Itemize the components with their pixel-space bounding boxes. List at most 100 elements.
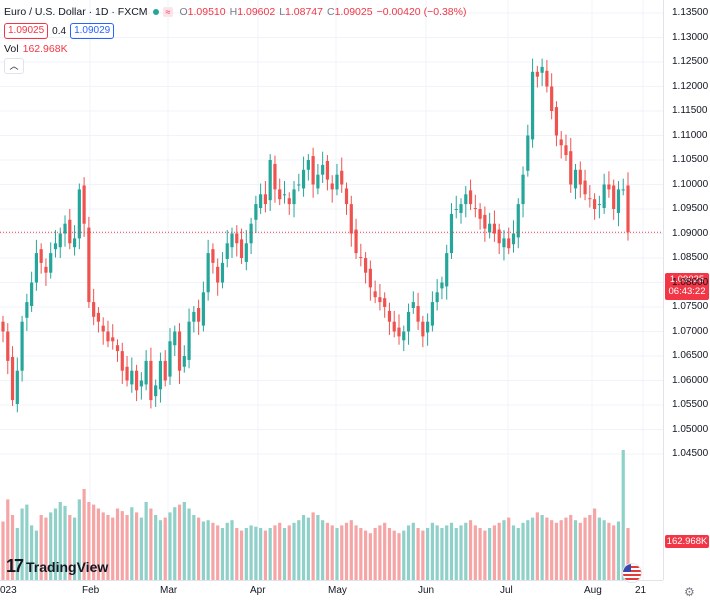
bar-countdown: 06:43:22 [668, 286, 706, 297]
tv-mark-icon: 17 [6, 556, 24, 576]
volume-bar [378, 525, 382, 580]
volume-bar [454, 528, 458, 580]
candlestick-chart[interactable] [0, 0, 663, 580]
volume-bar [177, 504, 182, 580]
volume-bar [602, 520, 606, 580]
price-tick-label: 1.09000 [672, 227, 709, 239]
candle-body [421, 321, 425, 337]
open-value: 1.09510 [187, 6, 226, 18]
volume-bar [593, 508, 597, 580]
candle-body [502, 238, 506, 248]
volume-bar [139, 517, 143, 580]
candle-body [273, 163, 277, 190]
candle-body [278, 189, 282, 200]
flag-stripes [623, 564, 641, 582]
close-label: C [327, 6, 335, 18]
logo-text: TradingView [26, 558, 109, 575]
volume-bar [497, 522, 501, 580]
candle-body [354, 229, 358, 254]
volume-bar [306, 517, 310, 580]
candle-body [187, 321, 191, 360]
volume-bar [340, 525, 344, 580]
candle-body [526, 135, 530, 171]
volume-bar [68, 515, 72, 580]
tradingview-logo[interactable]: 17 TradingView [6, 556, 108, 577]
time-tick-label: Feb [82, 585, 100, 596]
candle-body [616, 189, 621, 213]
volume-bar [25, 504, 29, 580]
volume-bar [15, 528, 19, 580]
volume-bar [559, 520, 563, 580]
candle-body [478, 209, 482, 219]
volume-bar [34, 530, 38, 580]
volume-bar [197, 517, 201, 580]
time-tick-label: May [328, 585, 347, 596]
time-axis[interactable]: 023 Feb Mar Apr May Jun Jul Aug 21 [0, 580, 663, 601]
candle-body [254, 204, 258, 220]
price-axis[interactable]: 1.09025 06:43:22 162.968K 1.13500 1.13000… [663, 0, 710, 580]
volume-bar [468, 520, 473, 580]
volume-bar [483, 530, 487, 580]
close-value: 1.09025 [334, 6, 373, 18]
candle-body [197, 307, 201, 322]
candle-body [82, 185, 86, 224]
chevron-up-icon[interactable]: ︿ [4, 58, 24, 74]
volume-bar [249, 525, 253, 580]
candle-body [449, 213, 454, 254]
candle-body [182, 356, 186, 367]
candle-body [154, 385, 158, 397]
candle-body [597, 204, 601, 206]
candle-body [464, 194, 468, 205]
candle-body [530, 71, 535, 140]
candle-body [511, 233, 516, 245]
candle-body [483, 214, 487, 229]
volume-bar [297, 520, 301, 580]
candle-body [216, 266, 220, 283]
trade-row: 1.09025 0.4 1.09029 [4, 23, 466, 39]
candle-body [602, 184, 606, 209]
candle-body [316, 174, 320, 189]
price-tick-label: 1.12500 [672, 56, 709, 67]
time-tick-label: Aug [584, 585, 602, 596]
volume-bar [597, 517, 601, 580]
volume-bar [130, 507, 134, 580]
volume-bar [20, 508, 24, 580]
volume-bar [349, 520, 353, 580]
sell-button[interactable]: 1.09025 [4, 23, 49, 39]
candle-body [359, 257, 363, 259]
volume-bar [540, 515, 544, 580]
price-tick-label: 1.09500 [672, 203, 709, 214]
candle-body [263, 194, 268, 205]
candle-body [125, 366, 129, 381]
candle-body [30, 282, 34, 307]
candle-body [39, 249, 43, 263]
volume-bar [278, 522, 282, 580]
candle-body [521, 174, 525, 205]
price-tick-label: 1.08500 [672, 252, 709, 263]
time-tick-label: Jul [500, 585, 513, 596]
indicator-icon[interactable]: ≈ [162, 7, 174, 17]
volume-bar [526, 520, 530, 580]
price-tick-label: 1.12000 [672, 80, 709, 92]
us-flag-icon[interactable] [622, 563, 642, 583]
volume-bar [392, 530, 396, 580]
volume-bar [154, 515, 158, 580]
volume-bar [530, 517, 535, 580]
chart-area[interactable] [0, 0, 663, 580]
volume-bar [163, 517, 167, 580]
volume-bar [583, 517, 587, 580]
symbol-title[interactable]: Euro / U.S. Dollar · 1D · FXCM [4, 6, 148, 18]
volume-bar [235, 528, 239, 580]
volume-bar [311, 512, 315, 580]
candle-body [593, 199, 597, 209]
last-price: 1.09025 [669, 274, 705, 285]
price-tick-label: 1.06000 [672, 374, 709, 386]
volume-bar [573, 520, 578, 580]
time-tick-label: Jun [418, 585, 435, 596]
buy-button[interactable]: 1.09029 [70, 23, 115, 39]
gear-icon[interactable]: ⚙ [684, 585, 695, 599]
price-tick-label: 1.06500 [672, 350, 709, 361]
volume-bar [268, 528, 272, 580]
volume-bar [39, 515, 43, 580]
volume-bar [492, 525, 497, 580]
